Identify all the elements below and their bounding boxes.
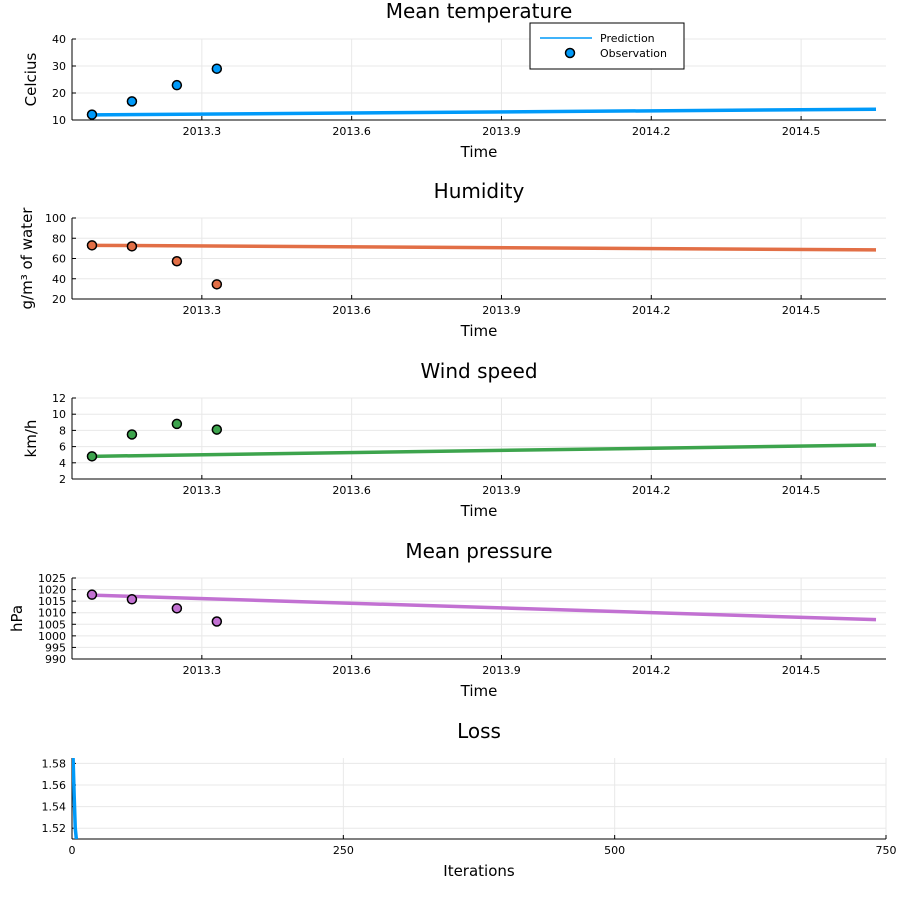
series-line-prediction [91,443,877,459]
y-tick-label: 60 [52,253,66,266]
y-tick-label: 2 [59,473,66,486]
chart-title: Humidity [434,179,525,203]
y-tick-label: 1.56 [42,779,67,792]
chart-title: Wind speed [420,359,537,383]
y-tick-label: 1.58 [42,757,67,770]
y-axis-label: hPa [8,605,26,632]
data-point [126,594,138,605]
x-tick-label: 2013.9 [482,304,521,317]
x-tick-label: 2013.3 [183,484,222,497]
y-tick-label: 995 [45,641,66,654]
chart-5: 0 250 500 750 1.52 1.54 1.56 1.58 Loss Iterations [42,719,897,880]
x-tick-label: 2014.2 [632,484,671,497]
x-tick-label: 2013.6 [332,304,371,317]
y-tick-label: 12 [52,392,66,405]
y-tick-label: 40 [52,273,66,286]
y-tick-label: 8 [59,424,66,437]
x-tick-label: 2013.9 [482,125,521,138]
x-tick-label: 2013.6 [332,125,371,138]
data-point [126,241,138,252]
data-point [86,240,98,251]
data-point [171,418,183,430]
data-point [171,603,183,614]
data-point [126,96,138,107]
series-line-prediction [91,593,877,622]
y-tick-label: 30 [52,60,66,73]
data-point [86,109,98,120]
y-axis-label: km/h [22,420,40,458]
data-point [211,63,223,74]
data-point [86,451,98,462]
y-tick-label: 10 [52,408,66,421]
y-tick-label: 20 [52,87,66,100]
x-tick-label: 2014.5 [782,664,821,677]
x-tick-label: 2013.3 [183,304,222,317]
chart-1: 2013.3 2013.6 2013.9 2014.2 2014.5 10 20 30 40 Me… [22,0,886,161]
chart-title: Loss [457,719,501,743]
x-tick-label: 2014.2 [632,125,671,138]
data-point [211,279,223,290]
x-axis-label: Time [460,502,498,520]
x-tick-label: 2013.6 [332,664,371,677]
x-tick-label: 2014.5 [782,125,821,138]
legend: Prediction Observation [529,22,685,70]
y-tick-label: 80 [52,232,66,245]
x-tick-label: 2013.9 [482,484,521,497]
x-tick-label: 2014.5 [782,304,821,317]
y-tick-label: 1010 [38,607,66,620]
series-line-prediction [91,243,877,252]
x-axis-label: Time [460,322,498,340]
x-tick-label: 2013.6 [332,484,371,497]
y-tick-label: 4 [59,457,66,470]
y-tick-label: 6 [59,441,66,454]
y-tick-label: 100 [45,212,66,225]
legend-entry-prediction: Prediction [600,32,655,45]
y-axis-label: Celcius [22,53,40,107]
y-tick-label: 1.54 [42,801,67,814]
x-tick-label: 2013.9 [482,664,521,677]
x-tick-label: 2013.3 [183,125,222,138]
x-tick-label: 750 [876,844,897,857]
x-tick-label: 500 [604,844,625,857]
x-tick-label: 2014.2 [632,664,671,677]
x-tick-label: 0 [69,844,76,857]
series-line-loss [72,757,79,839]
legend-marker-swatch [564,47,576,59]
y-tick-label: 990 [45,653,66,666]
data-point [211,424,223,435]
chart-2: 2013.3 2013.6 2013.9 2014.2 2014.5 20 40 60 80 10… [18,179,886,340]
data-point [171,79,183,91]
x-axis-label: Time [460,682,498,700]
chart-3: 2013.3 2013.6 2013.9 2014.2 2014.5 2 4 6 8 10 12 Wi… [22,359,886,520]
y-tick-label: 40 [52,33,66,46]
chart-title: Mean pressure [405,539,552,563]
legend-entry-observation: Observation [600,47,667,60]
x-axis-label: Iterations [443,862,515,880]
y-tick-label: 1025 [38,572,66,585]
x-tick-label: 2014.2 [632,304,671,317]
y-tick-label: 1.52 [42,822,67,835]
series-line-prediction [91,107,877,117]
x-tick-label: 2014.5 [782,484,821,497]
y-tick-label: 10 [52,114,66,127]
y-tick-label: 1005 [38,618,66,631]
data-point [211,616,223,627]
x-tick-label: 250 [333,844,354,857]
chart-title: Mean temperature [386,0,573,23]
x-tick-label: 2013.3 [183,664,222,677]
chart-4: 2013.3 2013.6 2013.9 2014.2 2014.5 9909951000… [8,539,886,700]
data-point [171,255,183,267]
x-axis-label: Time [460,143,498,161]
y-tick-label: 20 [52,293,66,306]
y-tick-label: 1000 [38,630,66,643]
y-tick-label: 1015 [38,595,66,608]
y-axis-label: g/m³ of water [18,207,36,310]
data-point [86,589,98,600]
legend-box [529,22,685,70]
data-point [126,429,138,440]
y-tick-label: 1020 [38,584,66,597]
